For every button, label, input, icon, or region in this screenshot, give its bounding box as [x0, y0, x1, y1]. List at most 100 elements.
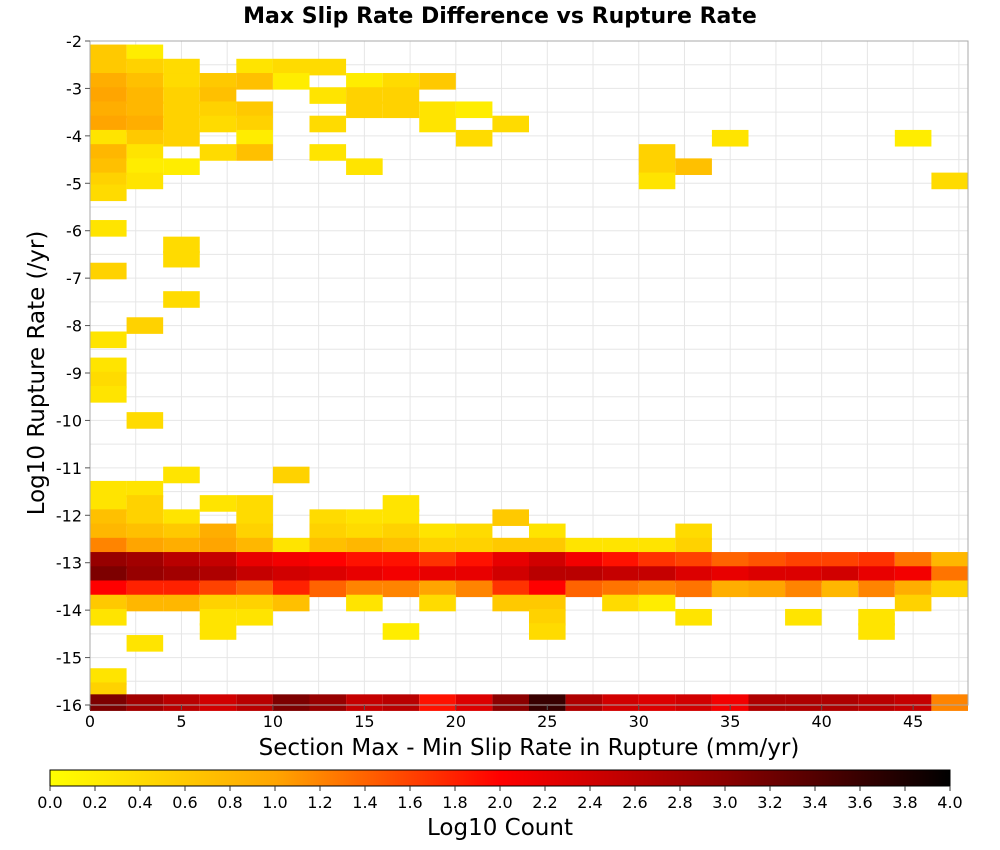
heatmap-cell — [419, 552, 456, 569]
heatmap-cell — [126, 566, 164, 583]
heatmap-cell — [90, 44, 127, 62]
heatmap-cell — [748, 566, 786, 583]
heatmap-cell — [272, 580, 310, 598]
heatmap-cell — [309, 115, 347, 133]
heatmap-cell — [894, 566, 932, 583]
heatmap-cell — [163, 73, 200, 90]
heatmap-cell — [272, 566, 310, 583]
heatmap-cell — [602, 537, 639, 555]
heatmap-cell — [858, 694, 895, 711]
heatmap-cell — [638, 566, 676, 583]
heatmap-cell — [931, 566, 968, 583]
heatmap-cell — [90, 73, 127, 90]
heatmap-cell — [272, 537, 310, 555]
y-tick-label: -16 — [56, 696, 82, 715]
heatmap-cell — [236, 509, 273, 526]
heatmap-cell — [126, 552, 164, 569]
heatmap-cell — [126, 317, 164, 334]
y-tick-label: -8 — [66, 317, 82, 336]
heatmap-cell — [785, 608, 822, 626]
heatmap-cell — [748, 552, 786, 569]
heatmap-cell — [199, 608, 237, 626]
heatmap-cell — [419, 694, 456, 711]
heatmap-cell — [492, 594, 529, 612]
colorbar-tick-label: 3.6 — [847, 793, 872, 812]
heatmap-cell — [163, 509, 200, 526]
x-axis-title: Section Max - Min Slip Rate in Rupture (… — [259, 735, 800, 761]
heatmap-cell — [199, 144, 237, 161]
heatmap-cell — [309, 552, 347, 569]
heatmap-cell — [163, 552, 200, 569]
heatmap-cell — [309, 566, 347, 583]
heatmap-cell — [382, 101, 420, 119]
heatmap-cell — [236, 495, 273, 512]
x-tick-label: 10 — [263, 712, 283, 731]
heatmap-cell — [748, 694, 786, 711]
heatmap-cell — [90, 357, 127, 375]
heatmap-cell — [272, 466, 310, 484]
heatmap-cell — [858, 580, 895, 598]
heatmap-cell — [163, 694, 200, 711]
heatmap-cell — [90, 331, 127, 349]
heatmap-cell — [638, 552, 676, 569]
x-tick-label: 40 — [811, 712, 831, 731]
heatmap-cell — [821, 552, 859, 569]
heatmap-cell — [565, 566, 603, 583]
colorbar-tick-label: 0.8 — [217, 793, 242, 812]
y-tick-label: -4 — [66, 127, 82, 146]
heatmap-cell — [455, 523, 493, 541]
heatmap-cell — [163, 158, 200, 175]
heatmap-cell — [126, 580, 164, 598]
heatmap-cell — [236, 523, 273, 541]
heatmap-cell — [492, 552, 529, 569]
heatmap-cell — [199, 566, 237, 583]
heatmap-cell — [236, 608, 273, 626]
heatmap-cell — [346, 537, 383, 555]
colorbar-tick-label: 1.0 — [262, 793, 287, 812]
heatmap-cell — [163, 594, 200, 612]
heatmap-cell — [199, 694, 237, 711]
colorbar-tick-label: 3.8 — [892, 793, 917, 812]
heatmap-cell — [711, 566, 749, 583]
heatmap-cell — [126, 635, 164, 652]
colorbar-tick-label: 1.4 — [352, 793, 377, 812]
heatmap-cell — [126, 537, 164, 555]
heatmap-cell — [346, 523, 383, 541]
heatmap-cell — [785, 580, 822, 598]
x-tick-label: 30 — [629, 712, 649, 731]
heatmap-cell — [382, 694, 420, 711]
heatmap-cell — [638, 580, 676, 598]
colorbar-tick-label: 0.0 — [37, 793, 62, 812]
heatmap-cell — [90, 184, 127, 202]
heatmap-cell — [858, 623, 895, 640]
heatmap-cell — [455, 694, 493, 711]
heatmap-cell — [309, 537, 347, 555]
heatmap-cell — [236, 144, 273, 161]
heatmap-cell — [126, 58, 164, 76]
y-tick-label: -6 — [66, 222, 82, 241]
heatmap-cell — [236, 129, 273, 147]
colorbar-tick-label: 0.6 — [172, 793, 197, 812]
heatmap-cell — [199, 523, 237, 541]
heatmap-cell — [163, 580, 200, 598]
heatmap-cell — [931, 552, 968, 569]
heatmap-cell — [126, 594, 164, 612]
heatmap-cell — [199, 87, 237, 104]
heatmap-cell — [126, 44, 164, 62]
heatmap-cell — [199, 73, 237, 90]
heatmap-cell — [90, 594, 127, 612]
heatmap-cell — [602, 566, 639, 583]
heatmap-cell — [163, 466, 200, 484]
heatmap-cell — [675, 523, 712, 541]
colorbar-tick-label: 1.8 — [442, 793, 467, 812]
y-tick-label: -9 — [66, 364, 82, 383]
y-tick-label: -12 — [56, 506, 82, 525]
heatmap-cell — [529, 580, 566, 598]
y-tick-label: -2 — [66, 32, 82, 51]
heatmap-cell — [785, 552, 822, 569]
colorbar-tick-label: 4.0 — [937, 793, 962, 812]
heatmap-cell — [126, 509, 164, 526]
heatmap-cell — [90, 537, 127, 555]
heatmap-cell — [90, 495, 127, 512]
